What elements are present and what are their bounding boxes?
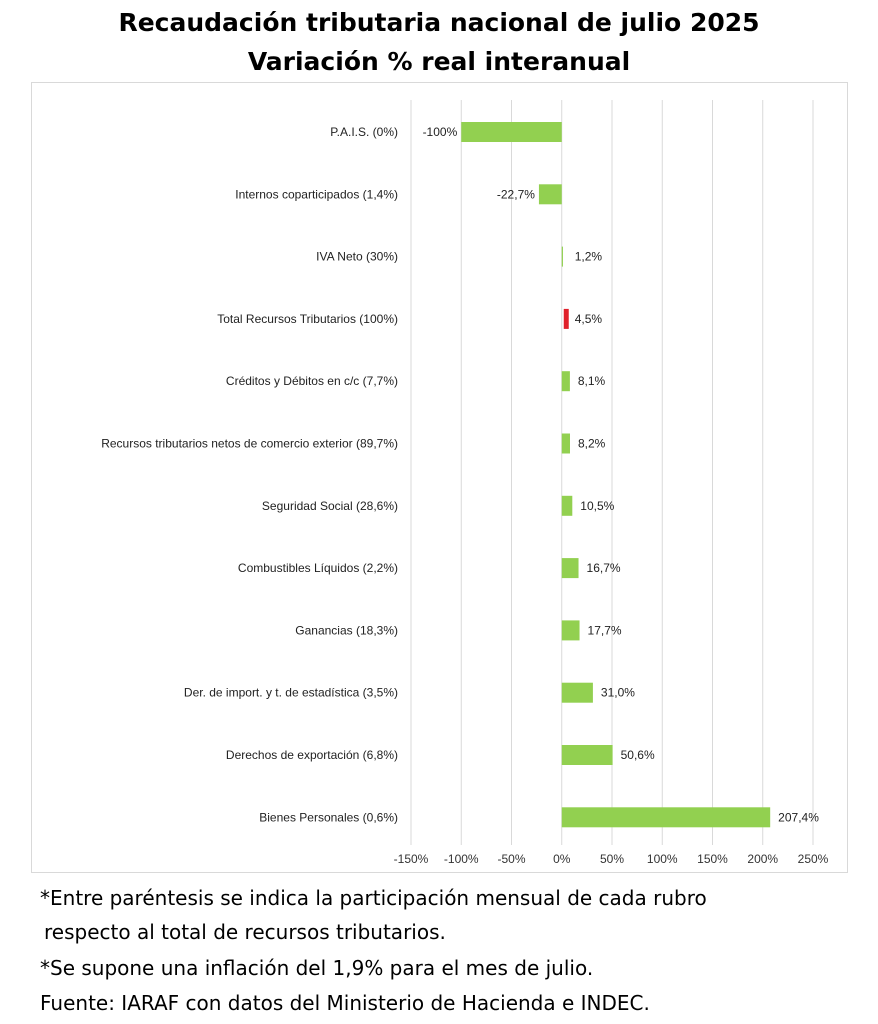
category-label: P.A.I.S. (0%) [330, 125, 398, 139]
data-label: 4,5% [575, 312, 603, 326]
category-label: Derechos de exportación (6,8%) [226, 748, 398, 762]
bar [561, 745, 613, 765]
chart-subtitle: Variación % real interanual [247, 47, 631, 76]
data-label: 8,1% [578, 374, 606, 388]
category-label: Bienes Personales (0,6%) [259, 810, 398, 824]
chart-frame [31, 82, 848, 873]
x-tick-label: -100% [444, 852, 479, 866]
category-label: IVA Neto (30%) [316, 250, 398, 264]
x-tick-label: 150% [697, 852, 728, 866]
note-source: Fuente: IARAF con datos del Ministerio d… [40, 991, 650, 1015]
data-label: 50,6% [621, 748, 655, 762]
bar [561, 371, 570, 392]
category-label: Recursos tributarios netos de comercio e… [101, 437, 398, 451]
data-label: 10,5% [580, 499, 614, 513]
chart-title: Recaudación tributaria nacional de julio… [118, 8, 760, 37]
data-label: 207,4% [778, 810, 819, 824]
bar [561, 246, 563, 267]
bar [563, 308, 569, 329]
bar [561, 682, 593, 703]
category-label: Internos coparticipados (1,4%) [235, 187, 398, 201]
bar [561, 558, 579, 579]
note-inflation: *Se supone una inflación del 1,9% para e… [40, 956, 594, 980]
category-label: Seguridad Social (28,6%) [262, 499, 398, 513]
bar [561, 620, 580, 641]
data-label: 1,2% [575, 250, 603, 264]
data-label: -22,7% [497, 187, 535, 201]
data-label: -100% [423, 125, 458, 139]
data-label: 16,7% [587, 561, 621, 575]
category-label: Total Recursos Tributarios (100%) [217, 312, 398, 326]
x-tick-label: -150% [394, 852, 429, 866]
bar [561, 807, 771, 828]
bar [461, 122, 562, 142]
data-label: 31,0% [601, 686, 635, 700]
x-tick-label: -50% [497, 852, 525, 866]
bar [561, 495, 573, 516]
category-label: Créditos y Débitos en c/c (7,7%) [226, 374, 398, 388]
bar [561, 433, 570, 454]
bar-chart: -150% -100% -50% 0% 50% 100% 150% 200% 250% P.A.I… [101, 100, 829, 866]
category-label: Ganancias (18,3%) [295, 623, 398, 637]
data-label: 17,7% [588, 623, 622, 637]
note-participation: *Entre paréntesis se indica la participa… [40, 886, 707, 910]
note-participation-cont: respecto al total de recursos tributario… [44, 920, 446, 944]
x-tick-label: 100% [647, 852, 678, 866]
x-tick-label: 250% [798, 852, 829, 866]
x-tick-label: 200% [747, 852, 778, 866]
category-label: Der. de import. y t. de estadística (3,5… [184, 686, 398, 700]
x-tick-label: 50% [600, 852, 624, 866]
data-label: 8,2% [578, 437, 606, 451]
category-label: Combustibles Líquidos (2,2%) [238, 561, 398, 575]
x-tick-label: 0% [553, 852, 571, 866]
bar [538, 184, 562, 205]
